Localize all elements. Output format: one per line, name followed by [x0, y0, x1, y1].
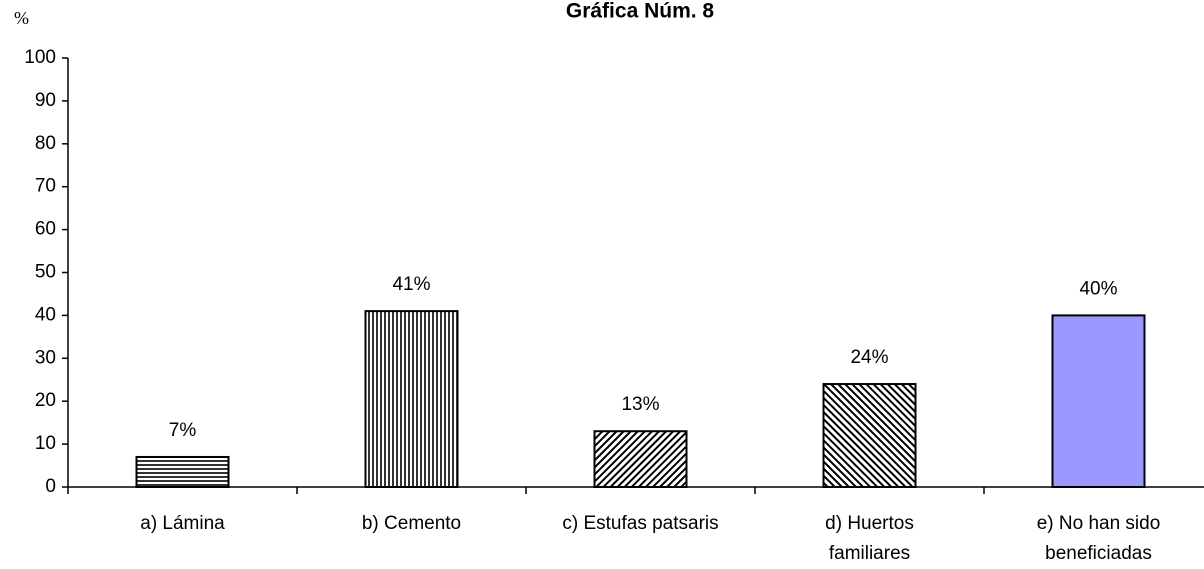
bar [137, 457, 229, 487]
data-label: 24% [850, 347, 888, 368]
y-tick-label: 50 [35, 262, 56, 283]
x-tick-label: b) Cemento [302, 509, 522, 539]
x-tick-label: d) Huertos familiares [760, 509, 980, 569]
y-tick-label: 30 [35, 347, 56, 368]
data-label: 41% [392, 274, 430, 295]
y-tick-label: 90 [35, 90, 56, 111]
y-tick-label: 10 [35, 433, 56, 454]
y-axis-label: % [14, 8, 29, 28]
y-tick-label: 70 [35, 176, 56, 197]
x-tick-label: a) Lámina [73, 509, 293, 539]
y-tick-label: 20 [35, 390, 56, 411]
data-label: 40% [1079, 278, 1117, 299]
y-tick-label: 80 [35, 133, 56, 154]
bar [366, 311, 458, 487]
bar [1053, 315, 1145, 487]
y-tick-label: 60 [35, 219, 56, 240]
y-tick-label: 40 [35, 304, 56, 325]
y-tick-label: 100 [24, 47, 56, 68]
bar [824, 384, 916, 487]
data-label: 13% [621, 394, 659, 415]
x-tick-label: c) Estufas patsaris [531, 509, 751, 539]
chart-title: Gráfica Núm. 8 [566, 0, 715, 23]
x-tick-label: e) No han sido beneficiadas [989, 509, 1204, 569]
bar [595, 431, 687, 487]
data-label: 7% [169, 420, 197, 441]
y-tick-label: 0 [45, 476, 56, 497]
